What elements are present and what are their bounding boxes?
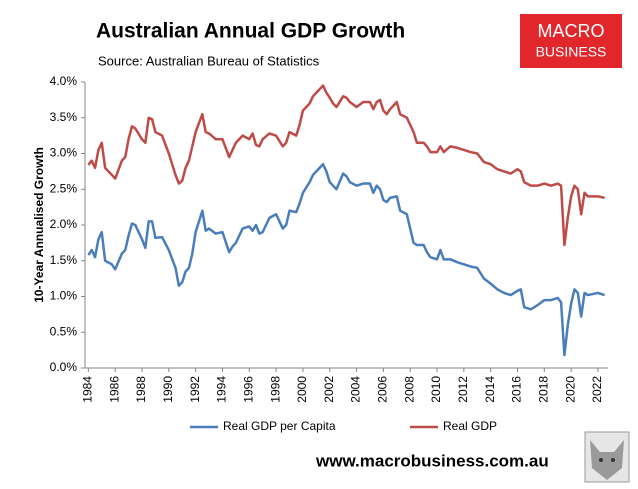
x-tick-label: 1994 [215,376,229,403]
logo-text: MACRO [538,21,605,41]
legend-label: Real GDP [443,419,497,433]
x-tick-label: 1992 [188,376,202,403]
x-tick-label: 1998 [268,376,282,403]
x-tick-label: 2006 [376,376,390,403]
x-tick-label: 2012 [456,376,470,403]
x-tick-label: 1986 [107,376,121,403]
series-line [87,84,605,247]
series-line [87,162,606,357]
wolf-icon [584,431,630,483]
logo-text: BUSINESS [536,44,607,60]
x-tick-label: 2020 [563,376,577,403]
y-tick-label: 1.5% [50,253,78,267]
x-tick-label: 2002 [322,376,336,403]
y-tick-label: 4.0% [50,74,78,88]
y-axis-label: 10-Year Annualised Growth [32,147,46,303]
logo-box [520,14,622,68]
x-tick-label: 1984 [81,376,95,403]
x-tick-label: 1988 [134,376,148,403]
x-tick-label: 2004 [349,376,363,403]
x-tick-label: 2000 [295,376,309,403]
x-tick-label: 1996 [241,376,255,403]
x-tick-label: 2022 [590,376,604,403]
x-tick-label: 2010 [429,376,443,403]
legend-label: Real GDP per Capita [223,419,336,433]
y-tick-label: 0.5% [50,324,78,338]
x-tick-label: 2008 [402,376,416,403]
x-tick-label: 2016 [510,376,524,403]
footer-url: www.macrobusiness.com.au [315,451,549,470]
chart-title: Australian Annual GDP Growth [96,20,405,43]
y-tick-label: 0.0% [50,360,78,374]
y-tick-label: 2.0% [50,217,78,231]
y-tick-label: 3.0% [50,146,78,160]
chart-subtitle: Source: Australian Bureau of Statistics [98,53,320,68]
x-tick-label: 2018 [536,376,550,403]
x-tick-label: 1990 [161,376,175,403]
y-tick-label: 1.0% [50,289,78,303]
x-tick-label: 2014 [483,376,497,403]
y-tick-label: 3.5% [50,110,78,124]
y-tick-label: 2.5% [50,181,78,195]
